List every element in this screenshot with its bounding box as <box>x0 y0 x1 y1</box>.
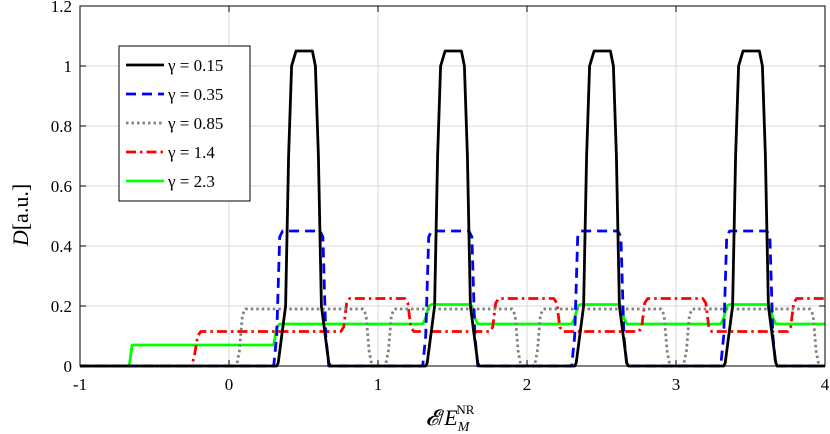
y-tick-label: 0.4 <box>51 237 73 256</box>
y-tick-label: 1 <box>64 57 73 76</box>
y-axis-label-symbol: D <box>8 230 33 247</box>
legend-box <box>118 45 251 202</box>
x-tick-label: 1 <box>374 375 383 394</box>
y-axis-label-units: [a.u.] <box>8 184 33 230</box>
legend-label: γ = 2.3 <box>167 172 215 191</box>
y-tick-label: 0.2 <box>51 297 72 316</box>
series-line-2 <box>80 307 825 368</box>
x-axis-label-superscript: NR <box>456 402 474 417</box>
series-line-4 <box>80 303 825 368</box>
x-tick-label: 0 <box>225 375 234 394</box>
y-axis-label: D[a.u.] <box>8 184 33 247</box>
x-axis-label-subscript: M <box>457 420 471 434</box>
x-tick-label: -1 <box>73 375 87 394</box>
legend-label: γ = 1.4 <box>167 143 215 162</box>
legend-label: γ = 0.35 <box>167 85 223 104</box>
x-axis-label: 𝓔/EMNR <box>426 402 475 434</box>
y-tick-label: 1.2 <box>51 0 72 16</box>
x-tick-label: 4 <box>821 375 830 394</box>
legend-label: γ = 0.85 <box>167 114 223 133</box>
x-axis-label-e: E <box>443 405 458 430</box>
y-tick-label: 0.6 <box>51 177 72 196</box>
x-tick-label: 3 <box>672 375 681 394</box>
x-tick-label: 2 <box>523 375 532 394</box>
y-tick-label: 0.8 <box>51 117 72 136</box>
ticks: -1 0 1 2 3 400.20.40.60.811.2 <box>51 0 830 394</box>
y-tick-label: 0 <box>64 357 73 376</box>
series-line-3 <box>80 297 825 368</box>
legend-label: γ = 0.15 <box>167 56 223 75</box>
x-axis-label-slash: / <box>438 405 445 430</box>
legend: γ = 0.15 γ = 0.35 γ = 0.85 γ = 1.4 γ = 2.3 <box>118 45 251 202</box>
